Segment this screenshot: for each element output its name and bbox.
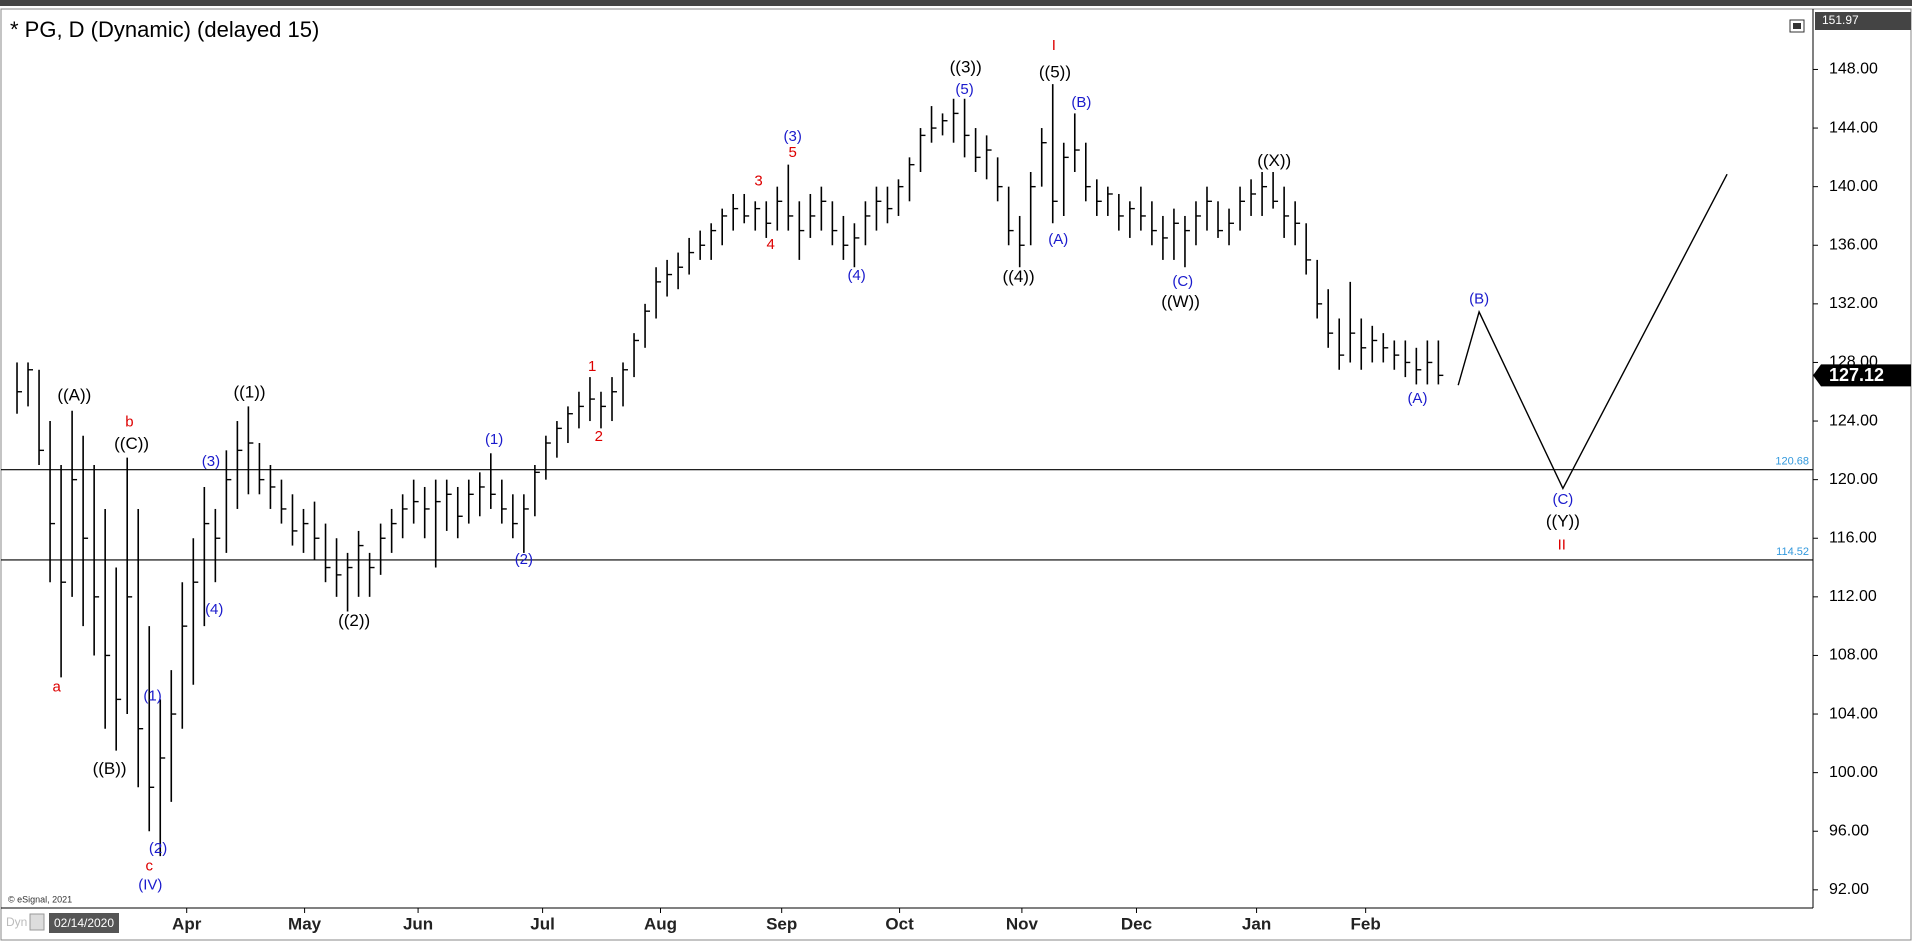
mode-label: Dyn [6,915,27,929]
window-icon-inner [1793,23,1801,29]
wave-label: (B) [1071,94,1091,111]
wave-label: (1) [485,431,503,448]
top-price-label: 151.97 [1822,13,1859,27]
copyright: © eSignal, 2021 [8,894,72,904]
y-tick-label: 132.00 [1829,295,1878,312]
wave-label: 2 [595,428,603,445]
wave-label: II [1558,537,1566,554]
y-tick-label: 116.00 [1829,529,1877,546]
wave-label: (A) [1048,231,1068,248]
chart-title: * PG, D (Dynamic) (delayed 15) [10,17,319,42]
last-price-box [1813,364,1911,387]
y-tick-label: 108.00 [1829,647,1878,664]
x-tick-label: Jul [530,914,555,933]
wave-label: (4) [205,601,223,618]
y-tick-label: 120.00 [1829,471,1878,488]
wave-label: (A) [1407,390,1427,407]
x-tick-label: Sep [766,914,797,933]
x-tick-label: Feb [1351,914,1381,933]
cursor-date: 02/14/2020 [54,916,114,930]
wave-label: (5) [955,81,973,98]
top-band [0,0,1912,6]
wave-label: ((4)) [1003,267,1035,286]
y-tick-label: 112.00 [1829,588,1877,605]
wave-label: I [1052,37,1056,54]
wave-label: ((W)) [1161,292,1200,311]
wave-label: (C) [1552,491,1573,508]
wave-label: ((Y)) [1546,512,1580,531]
wave-label: ((X)) [1257,151,1291,170]
wave-label: b [125,413,133,430]
y-tick-label: 100.00 [1829,764,1878,781]
wave-label: c [145,857,153,874]
wave-label: ((5)) [1039,63,1071,82]
y-tick-label: 124.00 [1829,412,1878,429]
wave-label: (3) [202,453,220,470]
x-tick-label: May [288,914,322,933]
wave-label: (3) [784,128,802,145]
wave-label: ((C)) [114,434,149,453]
window-icon[interactable] [1789,19,1805,33]
y-tick-label: 148.00 [1829,61,1878,78]
wave-label: ((A)) [57,386,91,405]
wave-label: 5 [789,144,797,161]
projection-line [1457,173,1728,490]
wave-label: ((B)) [93,759,127,778]
wave-label: 4 [766,236,774,253]
x-tick-label: Apr [172,914,202,933]
y-tick-label: 96.00 [1829,822,1869,839]
y-tick-label: 92.00 [1829,881,1869,898]
x-tick-label: Dec [1121,914,1152,933]
y-tick-label: 144.00 [1829,119,1878,136]
x-tick-label: Jan [1242,914,1271,933]
cursor-date-box [49,913,119,933]
top-price-box [1815,12,1911,30]
x-tick-label: Jun [403,914,433,933]
x-tick-label: Aug [644,914,677,933]
wave-label: ((1)) [233,383,265,402]
x-tick-label: Oct [885,914,914,933]
wave-label: ((2)) [338,611,370,630]
wave-label: ((3)) [950,57,982,76]
wave-label: (2) [515,551,533,568]
wave-label: (C) [1172,273,1193,290]
wave-label: (4) [847,267,865,284]
last-price-label: 127.12 [1829,365,1884,385]
y-tick-label: 136.00 [1829,236,1878,253]
level-label: 120.68 [1775,456,1809,468]
frame [0,8,1912,941]
y-tick-label: 140.00 [1829,178,1878,195]
y-tick-label: 104.00 [1829,705,1878,722]
wave-label: (1) [143,687,161,704]
wave-label: (2) [149,840,167,857]
wave-label: 1 [588,358,596,375]
level-label: 114.52 [1776,546,1809,558]
cursor-icon[interactable] [29,913,45,931]
x-tick-label: Nov [1006,914,1039,933]
wave-label: 3 [754,172,762,189]
wave-label: a [53,679,62,696]
wave-label: (B) [1469,290,1489,307]
wave-label: (IV) [138,876,162,893]
